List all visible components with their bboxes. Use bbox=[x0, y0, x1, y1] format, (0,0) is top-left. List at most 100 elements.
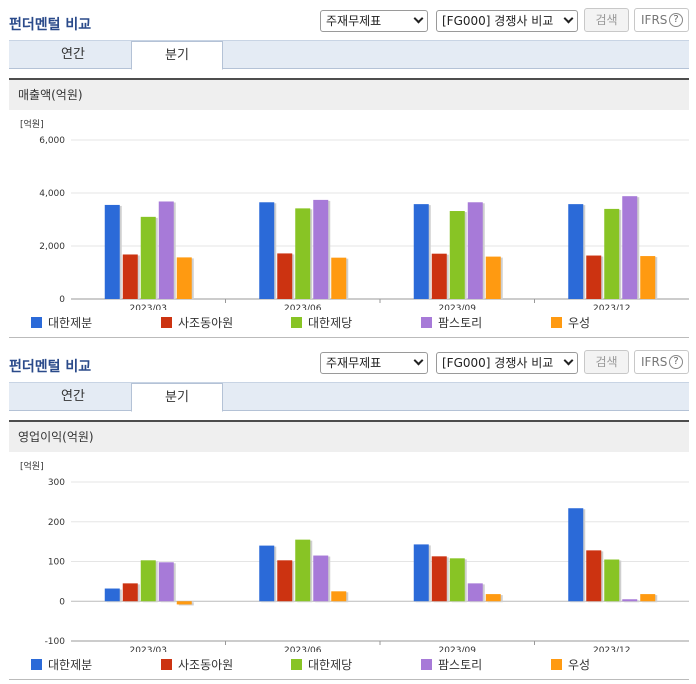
legend-swatch bbox=[291, 317, 302, 328]
legend-swatch bbox=[421, 659, 432, 670]
tab-annual[interactable]: 연간 bbox=[61, 47, 85, 62]
bar bbox=[413, 544, 429, 602]
y-tick-label: 300 bbox=[48, 478, 65, 488]
bar bbox=[604, 559, 620, 602]
legend-swatch bbox=[161, 659, 172, 670]
bar bbox=[431, 253, 447, 299]
y-tick-label: 0 bbox=[59, 295, 65, 305]
bar bbox=[467, 202, 483, 299]
section-title: 펀더멘털 비교 bbox=[9, 17, 92, 33]
bar-shadow bbox=[624, 600, 640, 603]
bar bbox=[331, 257, 347, 299]
legend-label: 대한제분 bbox=[48, 316, 93, 330]
bar bbox=[568, 508, 584, 602]
y-tick-label: 2,000 bbox=[39, 242, 65, 252]
legend-label: 대한제분 bbox=[48, 658, 93, 672]
y-axis-unit-label: [억원] bbox=[20, 118, 44, 130]
fundamental-section-operating-profit: 펀더멘털 비교 주재무제표 [FG000] 경쟁사 비교 검색 IFRS ? 연… bbox=[0, 342, 696, 684]
statement-type-select[interactable]: 주재무제표 bbox=[320, 10, 428, 32]
legend-item[interactable]: 팜스토리 bbox=[421, 316, 482, 330]
period-tabs: 연간 분기 bbox=[9, 382, 689, 412]
bar bbox=[331, 591, 347, 602]
x-tick-label: 2023/06 bbox=[284, 646, 322, 652]
legend-item[interactable]: 대한제분 bbox=[31, 658, 92, 672]
bar bbox=[467, 583, 483, 602]
statement-type-select[interactable]: 주재무제표 bbox=[320, 352, 428, 374]
bar bbox=[122, 254, 138, 299]
bar bbox=[140, 216, 156, 299]
legend-label: 대한제당 bbox=[308, 316, 353, 330]
y-tick-label: 0 bbox=[59, 597, 65, 607]
legend-item[interactable]: 대한제당 bbox=[291, 316, 352, 330]
legend-swatch bbox=[161, 317, 172, 328]
legend-item[interactable]: 팜스토리 bbox=[421, 658, 482, 672]
tab-quarterly[interactable]: 분기 bbox=[131, 383, 223, 412]
bar bbox=[485, 256, 501, 299]
fundamental-section-revenue: 펀더멘털 비교 주재무제표 [FG000] 경쟁사 비교 검색 IFRS ? 연… bbox=[0, 0, 696, 338]
peer-group-select[interactable]: [FG000] 경쟁사 비교 bbox=[436, 352, 578, 374]
section-header: 펀더멘털 비교 주재무제표 [FG000] 경쟁사 비교 검색 IFRS ? bbox=[0, 0, 696, 40]
peer-group-select[interactable]: [FG000] 경쟁사 비교 bbox=[436, 10, 578, 32]
bar bbox=[158, 201, 174, 299]
legend-label: 사조동아원 bbox=[178, 316, 234, 330]
chart-panel: 영업이익(억원) [억원] -100 0 100 200 300 2023/03 2023/0… bbox=[9, 420, 689, 680]
x-tick-label: 2023/09 bbox=[439, 304, 477, 310]
chevron-down-icon bbox=[563, 355, 574, 366]
legend-label: 우성 bbox=[568, 658, 591, 672]
y-tick-label: -100 bbox=[45, 637, 66, 647]
period-tabs: 연간 분기 bbox=[9, 40, 689, 70]
bar bbox=[586, 255, 602, 299]
bar bbox=[122, 583, 138, 602]
bar bbox=[568, 204, 584, 299]
bar bbox=[158, 562, 174, 602]
bar bbox=[313, 555, 329, 602]
question-icon: ? bbox=[669, 13, 683, 27]
legend-item[interactable]: 대한제분 bbox=[31, 316, 92, 330]
chart-panel: 매출액(억원) [억원] 0 2,000 4,000 6,000 2023/03 2023/… bbox=[9, 78, 689, 338]
bar bbox=[622, 599, 638, 602]
search-button[interactable]: 검색 bbox=[584, 350, 629, 374]
x-tick-label: 2023/12 bbox=[593, 646, 630, 652]
legend-item[interactable]: 우성 bbox=[551, 316, 590, 330]
legend-item[interactable]: 사조동아원 bbox=[161, 316, 233, 330]
bar bbox=[604, 208, 620, 299]
tab-quarterly[interactable]: 분기 bbox=[131, 41, 223, 70]
legend-swatch bbox=[291, 659, 302, 670]
legend-item[interactable]: 우성 bbox=[551, 658, 590, 672]
legend-item[interactable]: 사조동아원 bbox=[161, 658, 233, 672]
legend-item[interactable]: 대한제당 bbox=[291, 658, 352, 672]
legend-swatch bbox=[551, 659, 562, 670]
y-tick-label: 100 bbox=[48, 558, 65, 568]
x-tick-label: 2023/03 bbox=[130, 304, 167, 310]
chevron-down-icon bbox=[413, 355, 424, 366]
bar bbox=[140, 560, 156, 602]
operating-profit-bar-chart: [억원] -100 0 100 200 300 2023/03 2023/06 2023/09 2… bbox=[20, 460, 689, 652]
bar bbox=[313, 199, 329, 299]
legend-label: 대한제당 bbox=[308, 658, 353, 672]
bar bbox=[622, 196, 638, 299]
bar bbox=[295, 539, 311, 602]
ifrs-help-button[interactable]: IFRS ? bbox=[634, 350, 689, 374]
question-icon: ? bbox=[669, 355, 683, 369]
bar bbox=[176, 601, 192, 605]
bar bbox=[295, 208, 311, 299]
peer-group-value: [FG000] 경쟁사 비교 bbox=[442, 356, 554, 370]
tab-annual[interactable]: 연간 bbox=[61, 389, 85, 404]
bar bbox=[413, 204, 429, 299]
section-header: 펀더멘털 비교 주재무제표 [FG000] 경쟁사 비교 검색 IFRS ? bbox=[0, 342, 696, 382]
chart-title: 영업이익(억원) bbox=[9, 422, 689, 452]
bar bbox=[586, 550, 602, 602]
ifrs-help-button[interactable]: IFRS ? bbox=[634, 8, 689, 32]
ifrs-label: IFRS bbox=[641, 355, 668, 369]
search-button[interactable]: 검색 bbox=[584, 8, 629, 32]
x-tick-label: 2023/03 bbox=[130, 646, 167, 652]
bar bbox=[640, 256, 656, 299]
x-tick-label: 2023/12 bbox=[593, 304, 630, 310]
y-axis-unit-label: [억원] bbox=[20, 460, 44, 472]
bar bbox=[449, 211, 465, 299]
legend-label: 사조동아원 bbox=[178, 658, 234, 672]
ifrs-label: IFRS bbox=[641, 13, 668, 27]
bar bbox=[449, 558, 465, 602]
bar bbox=[176, 257, 192, 299]
legend-label: 우성 bbox=[568, 316, 591, 330]
